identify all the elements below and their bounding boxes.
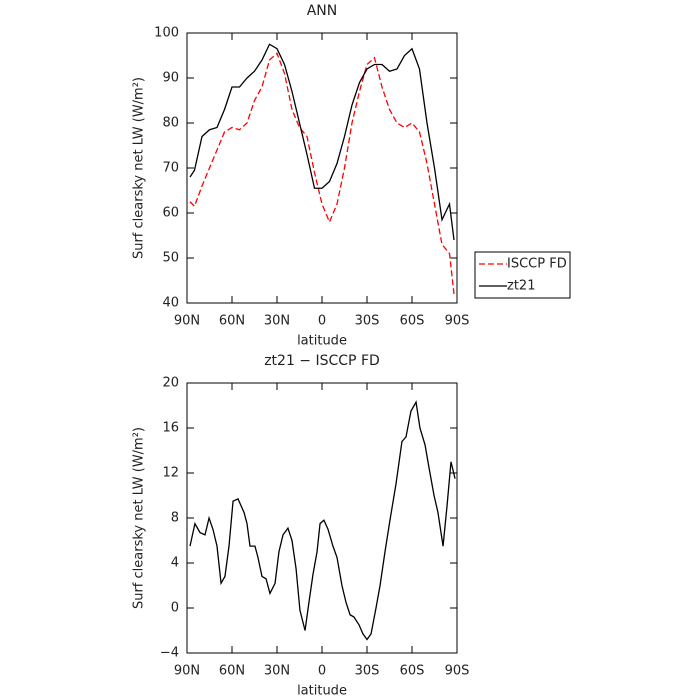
x-tick-label: 90S <box>445 314 470 329</box>
plot-frame <box>186 382 458 654</box>
x-tick-label: 90N <box>174 314 200 329</box>
y-tick-label: 4 <box>171 556 179 571</box>
y-axis-label: Surf clearsky net LW (W/m²) <box>132 77 147 259</box>
y-tick-label: 16 <box>162 421 179 436</box>
y-tick-label: 90 <box>162 71 179 86</box>
x-tick-label: 60S <box>400 664 425 679</box>
y-tick-label: 80 <box>162 116 179 131</box>
x-tick-label: 30N <box>264 314 290 329</box>
x-axis-label: latitude <box>297 684 347 699</box>
chart-title: zt21 − ISCCP FD <box>264 353 380 369</box>
y-tick-label: −4 <box>160 646 179 661</box>
y-tick-label: 60 <box>162 206 179 221</box>
x-tick-label: 0 <box>318 314 326 329</box>
chart-title: ANN <box>307 3 338 19</box>
y-tick-label: 100 <box>154 26 179 41</box>
x-tick-label: 60S <box>400 314 425 329</box>
series-line <box>189 400 456 641</box>
x-tick-label: 60N <box>219 664 245 679</box>
y-tick-label: 50 <box>162 251 179 266</box>
x-tick-label: 90N <box>174 664 200 679</box>
y-tick-label: 12 <box>162 466 179 481</box>
legend-box <box>474 251 571 299</box>
y-tick-label: 70 <box>162 161 179 176</box>
y-tick-label: 20 <box>162 376 179 391</box>
x-tick-label: 30S <box>355 314 380 329</box>
x-tick-label: 30S <box>355 664 380 679</box>
x-tick-label: 30N <box>264 664 290 679</box>
legend-label: ISCCP FD <box>507 257 567 272</box>
x-tick-label: 60N <box>219 314 245 329</box>
plot-frame <box>186 32 458 304</box>
y-tick-label: 0 <box>171 601 179 616</box>
y-tick-label: 8 <box>171 511 179 526</box>
series-line <box>189 43 455 241</box>
y-tick-label: 40 <box>162 296 179 311</box>
x-axis-label: latitude <box>297 334 347 349</box>
x-tick-label: 0 <box>318 664 326 679</box>
legend-label: zt21 <box>507 279 535 294</box>
y-axis-label: Surf clearsky net LW (W/m²) <box>132 427 147 609</box>
x-tick-label: 90S <box>445 664 470 679</box>
series-line <box>189 52 455 295</box>
